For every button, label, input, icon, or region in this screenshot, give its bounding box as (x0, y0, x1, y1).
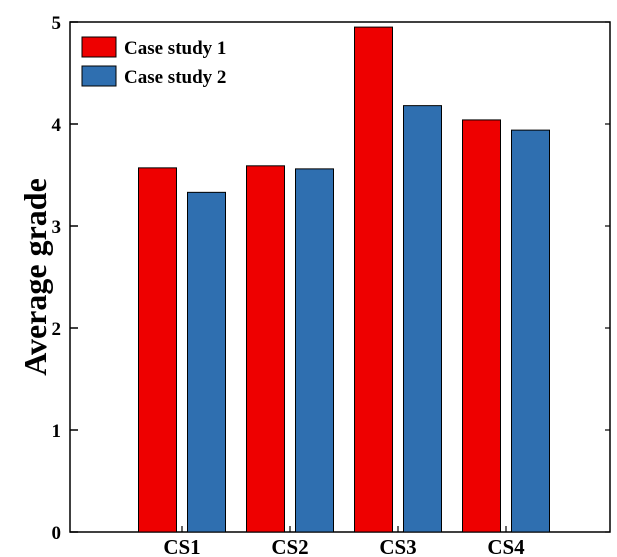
bar-cs1-series-1 (138, 167, 177, 533)
x-axis-category-labels: CS1 CS2 CS3 CS4 (163, 535, 525, 557)
plot-border (69, 21, 611, 533)
y-tick-label-1: 1 (52, 421, 62, 442)
bar-cs2-series-1 (246, 165, 285, 533)
bar-cs3-series-2 (403, 105, 442, 533)
bar-cs2-series-2 (295, 168, 334, 533)
y-tick-label-2: 2 (52, 319, 62, 340)
y-tick-label-3: 3 (52, 217, 62, 238)
legend-label-case-study-1: Case study 1 (124, 38, 226, 59)
bar-cs4-series-2 (511, 129, 550, 533)
y-axis-tick-labels: 0 1 2 3 4 5 (52, 13, 62, 544)
x-tick-label-cs4: CS4 (487, 535, 525, 557)
bars (138, 26, 550, 533)
legend: Case study 1 Case study 2 (81, 36, 226, 88)
legend-label-case-study-2: Case study 2 (124, 67, 226, 88)
bar-cs3-series-1 (354, 26, 393, 533)
x-tick-label-cs2: CS2 (271, 535, 308, 557)
y-tick-label-4: 4 (52, 115, 62, 136)
bar-cs1-series-2 (187, 191, 226, 533)
y-axis-title: Average grade (17, 178, 53, 376)
y-axis-ticks (70, 21, 610, 533)
bar-cs4-series-1 (462, 119, 501, 533)
plot-frame (69, 21, 611, 533)
legend-swatch-case-study-2 (81, 65, 117, 87)
y-tick-label-5: 5 (52, 13, 62, 34)
x-tick-label-cs1: CS1 (163, 535, 200, 557)
legend-swatch-case-study-1 (81, 36, 117, 58)
x-tick-label-cs3: CS3 (379, 535, 416, 557)
y-tick-label-0: 0 (52, 523, 62, 544)
